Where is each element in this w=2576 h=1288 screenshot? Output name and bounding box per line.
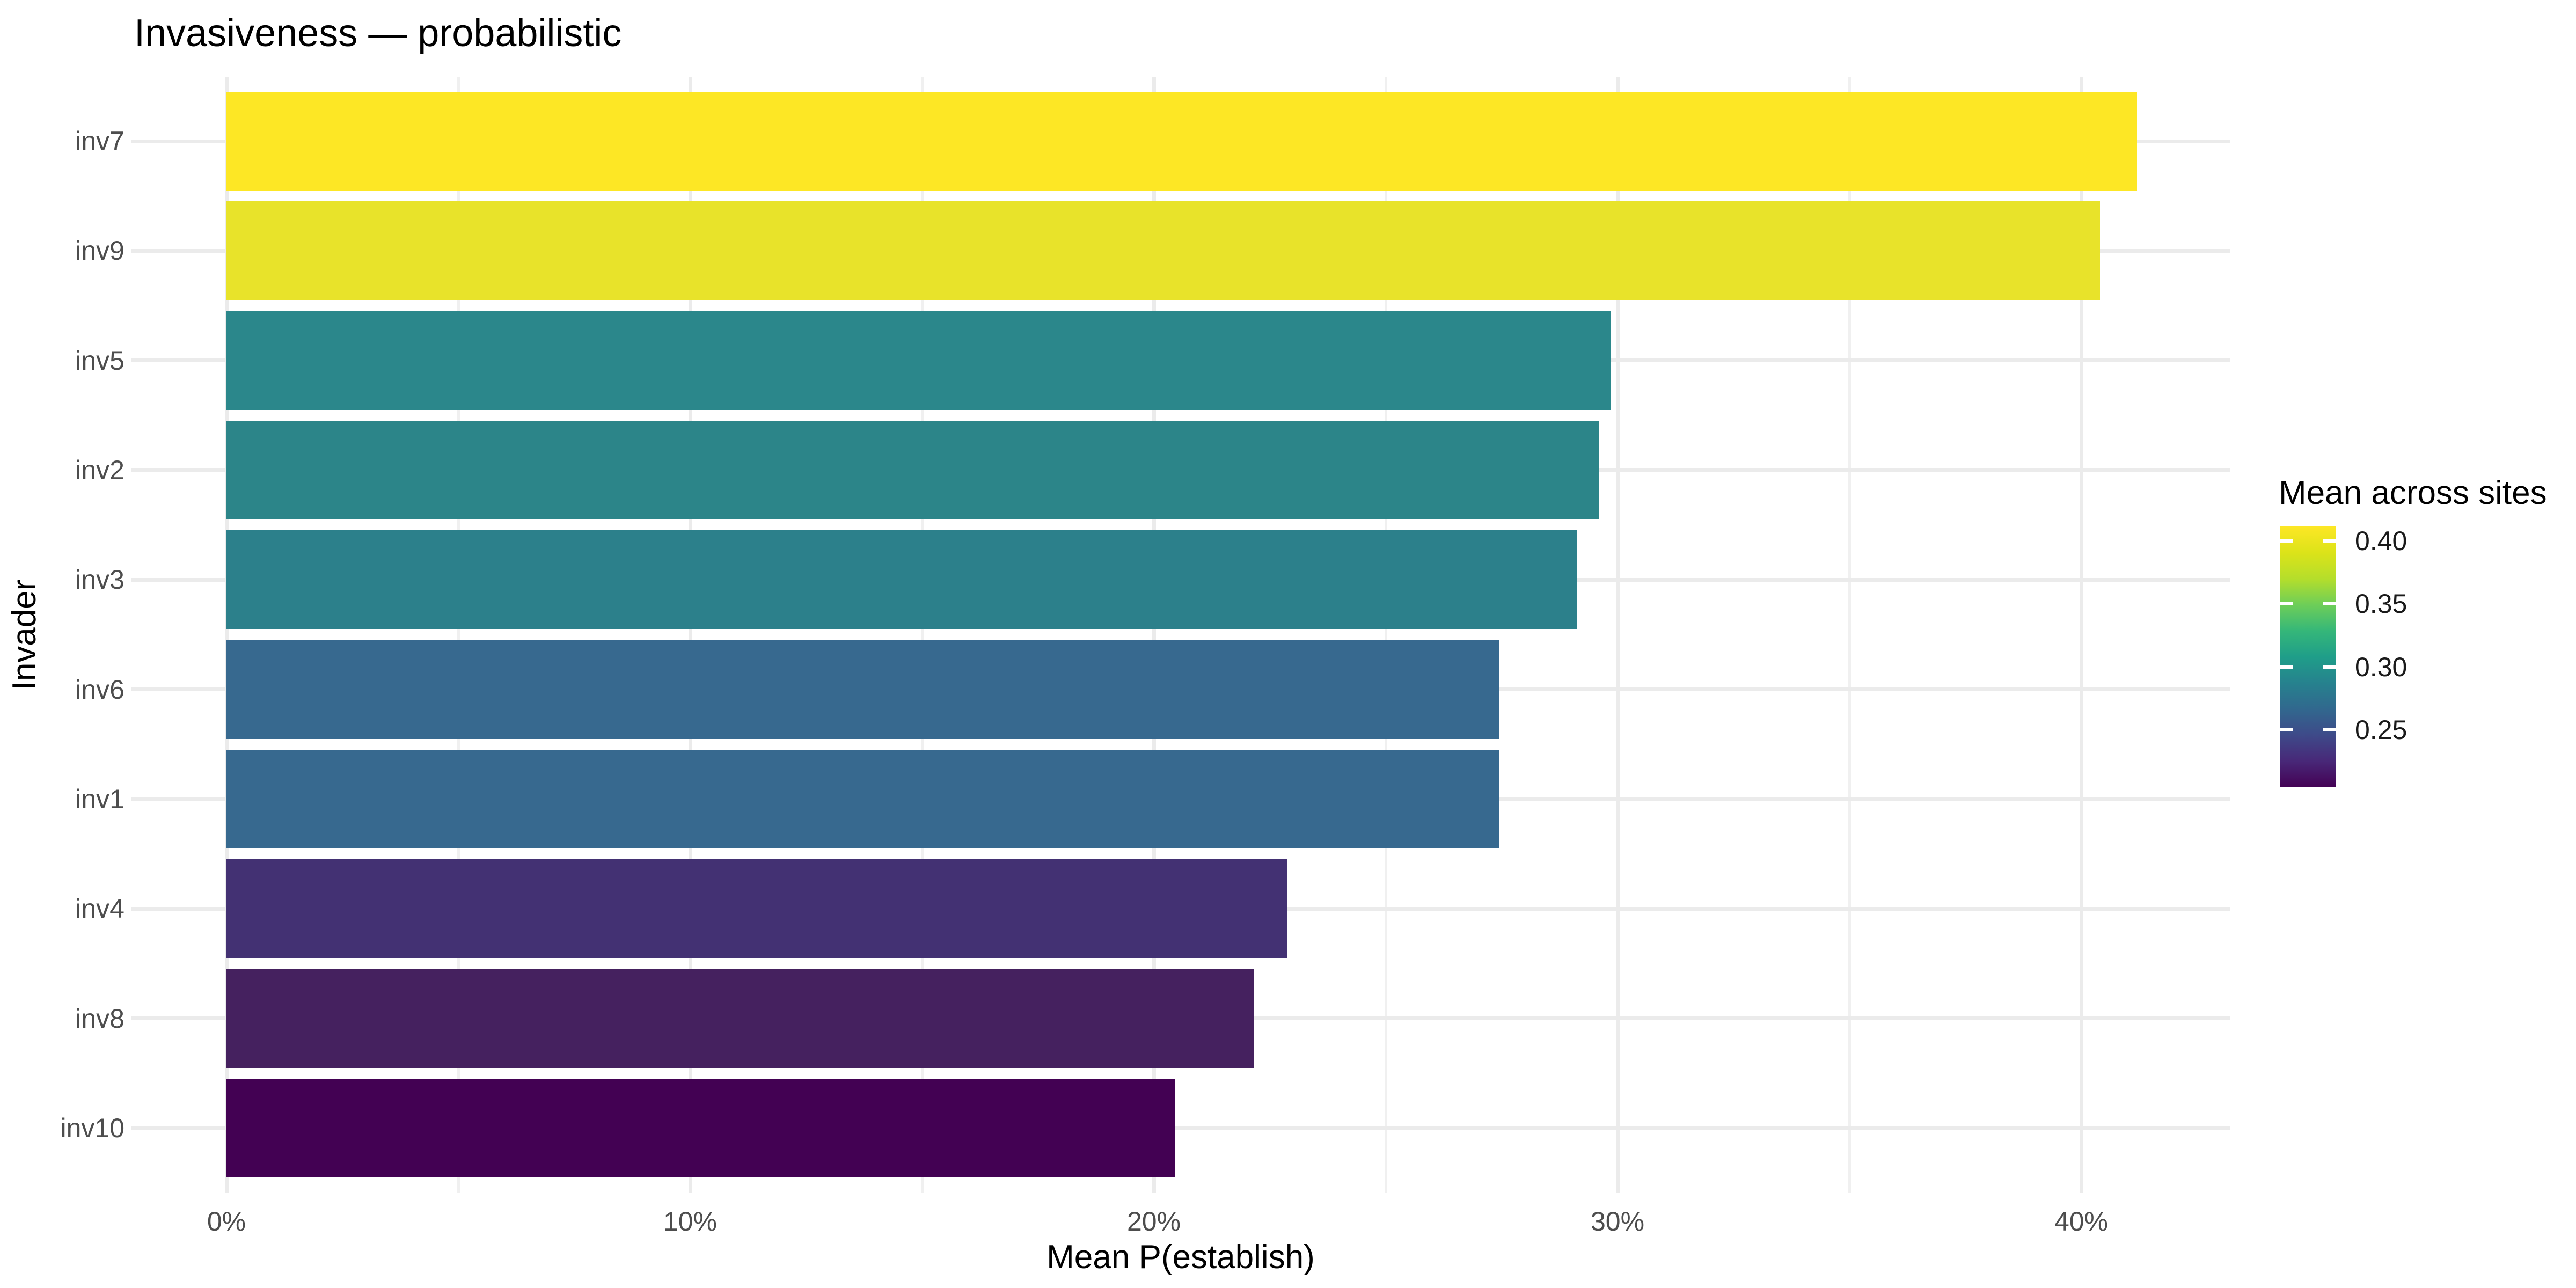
- bar-inv5: [226, 311, 1611, 410]
- y-tick-label-inv6: inv6: [75, 675, 125, 705]
- y-tick-label-inv5: inv5: [75, 346, 125, 376]
- y-tick-label-inv3: inv3: [75, 565, 125, 595]
- x-axis-title: Mean P(establish): [1046, 1239, 1315, 1276]
- legend-tick-mark: [2323, 602, 2336, 605]
- x-gridline: [225, 77, 229, 1193]
- legend-tick-mark: [2280, 539, 2293, 543]
- y-tick-label-inv1: inv1: [75, 784, 125, 814]
- bar-inv1: [226, 750, 1499, 848]
- legend-tick-mark: [2280, 665, 2293, 669]
- legend-tick-mark: [2323, 539, 2336, 543]
- x-gridline: [689, 77, 692, 1193]
- legend-tick-mark: [2323, 665, 2336, 669]
- bar-inv2: [226, 421, 1599, 519]
- bar-inv9: [226, 201, 2100, 300]
- x-gridline: [1616, 77, 1620, 1193]
- y-tick-label-inv10: inv10: [60, 1113, 125, 1143]
- x-tick-label-20%: 20%: [1126, 1206, 1181, 1236]
- x-gridline: [1848, 77, 1851, 1193]
- legend-tick-label-0.25: 0.25: [2355, 715, 2407, 745]
- bar-inv3: [226, 530, 1577, 629]
- bar-inv4: [226, 859, 1287, 958]
- y-tick-label-inv9: inv9: [75, 236, 125, 266]
- bar-inv10: [226, 1079, 1175, 1177]
- legend-title: Mean across sites: [2279, 474, 2547, 511]
- x-tick-label-0%: 0%: [207, 1206, 246, 1236]
- y-tick-label-inv2: inv2: [75, 455, 125, 485]
- x-gridline: [457, 77, 460, 1193]
- legend-tick-label-0.40: 0.40: [2355, 526, 2407, 556]
- x-tick-label-30%: 30%: [1590, 1206, 1645, 1236]
- bar-inv7: [226, 92, 2137, 191]
- x-gridline: [921, 77, 924, 1193]
- legend-tick-mark: [2323, 728, 2336, 731]
- bar-inv6: [226, 640, 1499, 739]
- plot-panel: [131, 77, 2230, 1193]
- y-tick-label-inv7: inv7: [75, 126, 125, 156]
- y-tick-label-inv4: inv4: [75, 894, 125, 924]
- legend-tick-label-0.35: 0.35: [2355, 589, 2407, 619]
- plot-title: Invasiveness — probabilistic: [134, 12, 622, 55]
- x-gridline: [1152, 77, 1156, 1193]
- x-tick-label-10%: 10%: [663, 1206, 718, 1236]
- legend-colorbar: [2280, 526, 2336, 787]
- legend-tick-mark: [2280, 728, 2293, 731]
- x-tick-label-40%: 40%: [2054, 1206, 2109, 1236]
- x-gridline: [1385, 77, 1387, 1193]
- bar-inv8: [226, 969, 1254, 1068]
- legend-tick-label-0.30: 0.30: [2355, 652, 2407, 682]
- y-tick-label-inv8: inv8: [75, 1004, 125, 1034]
- legend-tick-mark: [2280, 602, 2293, 605]
- x-gridline: [2080, 77, 2083, 1193]
- y-axis-title: Invader: [6, 579, 43, 691]
- y-gridline: [131, 1126, 2230, 1130]
